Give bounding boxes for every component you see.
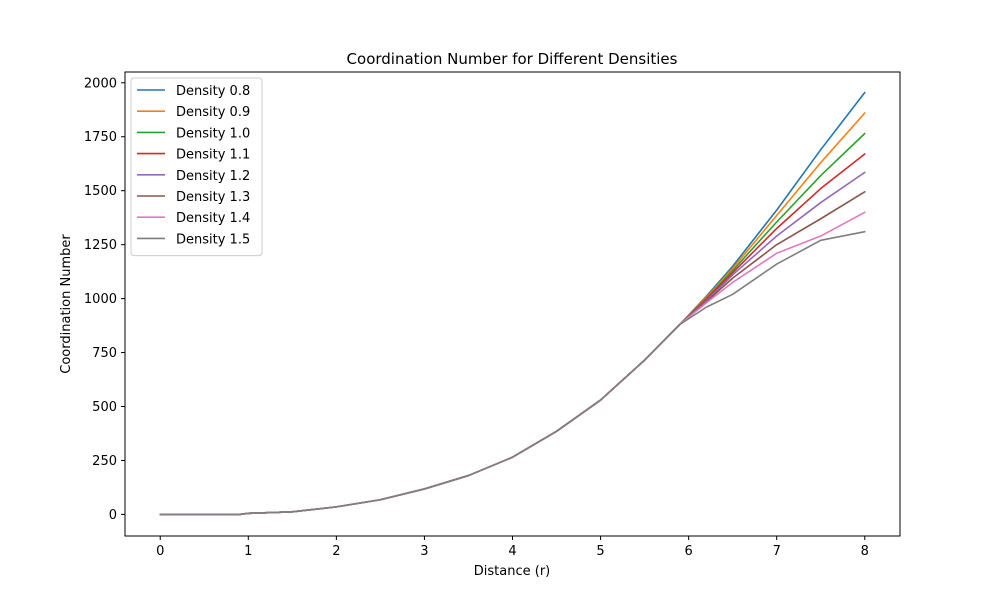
x-tick-label: 4 [508,544,516,559]
legend-label: Density 0.9 [176,105,250,120]
legend-label: Density 1.1 [176,148,250,163]
legend: Density 0.8 Density 0.9 Density 1.0 Density… [130,77,263,257]
y-tick-label: 1750 [84,130,117,145]
legend-box [130,77,263,257]
x-tick-label: 5 [596,544,604,559]
x-tick-label: 2 [332,544,340,559]
y-tick-label: 1000 [84,292,117,307]
x-axis-label: Distance (r) [474,564,550,579]
y-tick-label: 1500 [84,184,117,199]
x-tick-label: 7 [773,544,781,559]
y-tick-label: 0 [109,508,117,523]
y-tick-label: 500 [92,400,117,415]
plot-area-frame [124,71,901,537]
y-axis-label: Coordination Number [59,234,74,374]
chart-title: Coordination Number for Different Densit… [347,50,678,68]
y-tick-label: 750 [92,346,117,361]
y-tick-label: 2000 [84,76,117,91]
x-axis-ticks: 0 1 2 3 4 5 6 7 8 [156,536,869,559]
legend-label: Density 1.4 [176,211,250,226]
series-layer [159,91,866,516]
legend-label: Density 1.3 [176,190,250,205]
x-tick-label: 6 [684,544,692,559]
legend-label: Density 0.8 [176,84,250,99]
x-tick-label: 3 [420,544,428,559]
y-axis-ticks: 0 250 500 750 1000 1250 1500 1750 2000 [84,76,125,523]
y-tick-label: 1250 [84,238,117,253]
legend-label: Density 1.2 [176,169,250,184]
x-tick-label: 1 [244,544,252,559]
y-tick-label: 250 [92,454,117,469]
x-tick-label: 0 [156,544,164,559]
series-line-8 [159,230,866,516]
x-tick-label: 8 [861,544,869,559]
legend-label: Density 1.5 [176,232,250,247]
legend-label: Density 1.0 [176,126,250,141]
